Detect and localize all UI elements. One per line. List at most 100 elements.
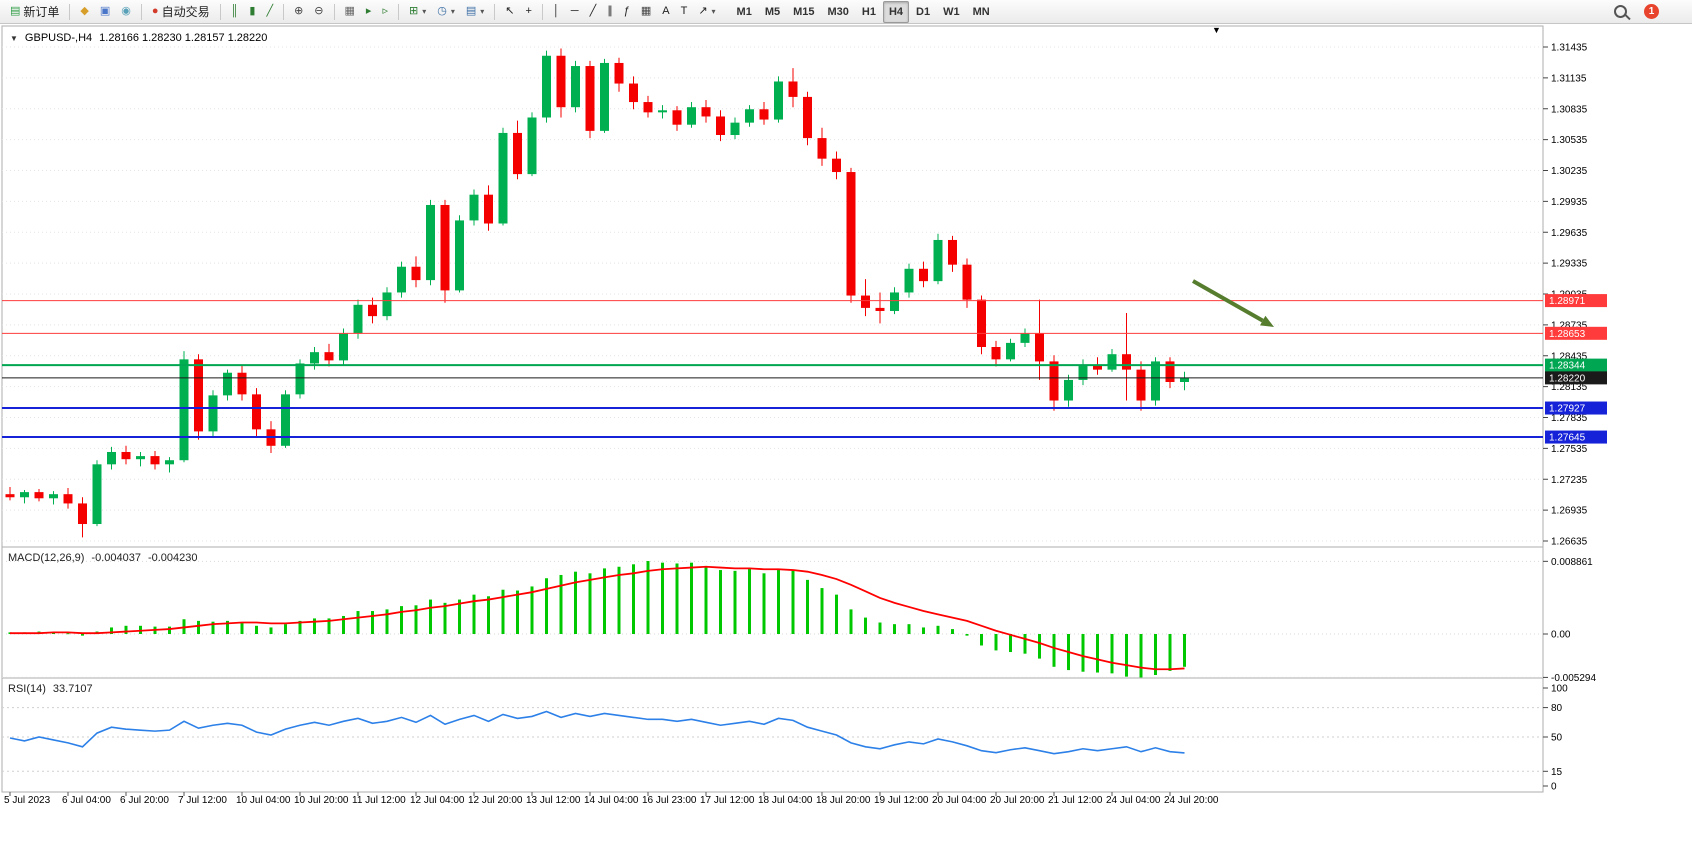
time-scale[interactable] (0, 792, 1692, 850)
timeframe-w1-button[interactable]: W1 (943, 5, 960, 18)
bar-chart-mode-button[interactable]: ║ (226, 1, 244, 23)
macd-histogram-bar (1125, 634, 1128, 677)
timeframe-d1-button[interactable]: D1 (916, 5, 931, 18)
timeframe-mn-button[interactable]: MN (972, 5, 990, 18)
auto-trading-button[interactable]: ● 自动交易 (147, 1, 215, 23)
chart-shift-button[interactable]: ▹ (377, 1, 393, 23)
zoom-out-button[interactable]: ⊖ (309, 1, 328, 23)
candle (788, 68, 798, 108)
candle (861, 279, 870, 317)
chart-canvas[interactable]: 1.31435 1.31135 1.30835 1.30535 1.30235 1.299… (0, 24, 1692, 850)
macd-histogram-bar (777, 570, 780, 634)
price-axis-label: 1.26635 (1551, 537, 1588, 548)
hline-price-box (1545, 371, 1607, 385)
candle (875, 292, 885, 324)
macd-histogram-bar (284, 624, 287, 634)
candle (1020, 328, 1030, 348)
macd-histogram-bar (458, 599, 461, 634)
cursor-button[interactable]: ↖ (500, 1, 519, 23)
new-order-icon: ▤ (10, 5, 21, 17)
macd-histogram-bar (980, 634, 983, 646)
line-chart-mode-button[interactable]: ╱ (261, 1, 278, 23)
trendline-button[interactable]: ╱ (585, 1, 602, 23)
market-watch-button[interactable]: ◆ (75, 1, 93, 23)
new-order-button[interactable]: ▤ 新订单 (5, 1, 64, 23)
auto-trading-icon: ● (151, 5, 159, 17)
macd-histogram-bar (342, 615, 345, 634)
indicators-button[interactable]: ⊞ ▾ (404, 1, 431, 23)
data-window-icon: ▣ (99, 5, 111, 17)
text-label-button[interactable]: T (676, 1, 693, 23)
candle (136, 451, 145, 467)
timeframe-m5-button[interactable]: M5 (764, 5, 781, 18)
candle (339, 328, 348, 365)
hline-price-label: 1.28344 (1549, 361, 1586, 372)
candle (687, 102, 696, 128)
auto-scroll-icon: ▸ (365, 5, 372, 17)
macd-axis-label: -0.005294 (1551, 673, 1596, 684)
macd-signal-line (10, 565, 1185, 671)
templates-button[interactable]: ▤ ▾ (461, 1, 489, 23)
time-axis-label: 24 Jul 20:00 (1164, 795, 1219, 806)
horizontal-line-icon: ─ (570, 5, 579, 17)
macd-histogram-bar (603, 568, 606, 634)
zoom-in-button[interactable]: ⊕ (289, 1, 308, 23)
arrows-button[interactable]: ↗ ▾ (693, 1, 720, 23)
candlestick-mode-button[interactable]: ▮ (244, 1, 260, 23)
chart-shift-marker[interactable]: ▼ (1212, 25, 1221, 35)
navigator-button[interactable]: ◉ (116, 1, 136, 23)
crosshair-button[interactable]: + (520, 1, 536, 23)
candle (368, 297, 377, 324)
tile-windows-button[interactable]: ▦ (340, 1, 360, 23)
rsi-value: 33.7107 (52, 683, 93, 695)
rsi-axis-label: 100 (1551, 684, 1568, 695)
toolbar-right: 1 (1609, 1, 1659, 23)
rsi-indicator-label: RSI(14) 33.7107 (8, 683, 93, 695)
price-axis-label: 1.27535 (1551, 444, 1588, 455)
text-label-icon: T (680, 5, 688, 17)
macd-histogram-bar (559, 574, 563, 634)
vertical-line-button[interactable]: │ (548, 1, 565, 23)
candle (803, 91, 812, 146)
search-button[interactable] (1609, 1, 1632, 23)
data-window-button[interactable]: ▣ (95, 1, 115, 23)
periods-button[interactable]: ◷ ▾ (432, 1, 460, 23)
price-axis-label: 1.28135 (1551, 382, 1588, 393)
candle (629, 76, 638, 110)
candle (759, 102, 769, 125)
time-axis-label: 14 Jul 04:00 (584, 795, 639, 806)
timeframe-m30-button[interactable]: M30 (827, 5, 849, 18)
timeframe-m1-button[interactable]: M1 (736, 5, 752, 18)
notification-badge[interactable]: 1 (1644, 4, 1659, 19)
toolbar-separator (333, 3, 335, 20)
macd-histogram-bar (501, 589, 505, 634)
candle (1122, 313, 1131, 401)
text-button[interactable]: A (657, 1, 674, 23)
candle (194, 354, 203, 440)
hline-price-label: 1.28220 (1549, 373, 1586, 384)
timeframe-h1-button[interactable]: H1 (861, 5, 876, 18)
candle (991, 340, 1001, 367)
auto-scroll-button[interactable]: ▸ (361, 1, 377, 23)
trend-arrow-annotation[interactable] (1192, 279, 1274, 327)
time-axis-label: 20 Jul 20:00 (990, 795, 1045, 806)
macd-histogram-bar (313, 618, 316, 634)
hline-price-label: 1.28971 (1549, 296, 1586, 307)
candle (977, 295, 986, 355)
shapes-button[interactable]: ▦ (636, 1, 656, 23)
zoom-out-icon: ⊖ (314, 5, 324, 17)
candle (585, 60, 595, 139)
price-scale[interactable] (1543, 24, 1692, 792)
timeframe-m15-button[interactable]: M15 (793, 5, 815, 18)
cursor-icon: ↖ (505, 5, 515, 17)
candle (78, 497, 87, 538)
panel-frame (1, 25, 1544, 548)
rsi-axis-label: 0 (1551, 782, 1557, 793)
horizontal-line-button[interactable]: ─ (566, 1, 584, 23)
timeframe-h4-button[interactable]: H4 (882, 0, 910, 23)
vertical-line-icon: │ (552, 5, 560, 17)
candle (832, 151, 841, 180)
collapse-ohlc-icon[interactable]: ▼ (10, 33, 18, 43)
channel-button[interactable]: ∥ (602, 1, 618, 23)
fibonacci-button[interactable]: ƒ (619, 1, 635, 23)
